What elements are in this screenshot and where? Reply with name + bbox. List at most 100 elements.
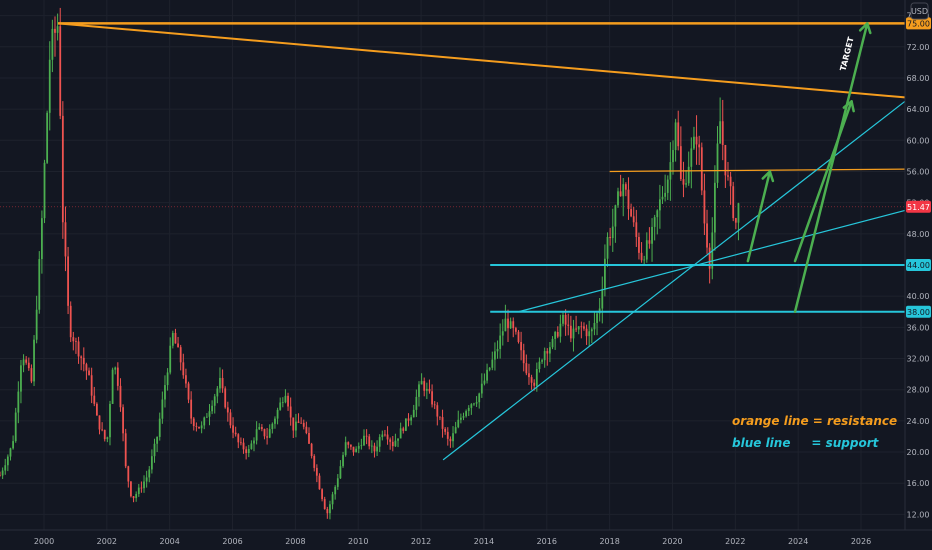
candle-body <box>145 477 148 482</box>
y-tick-label: 56.00 <box>907 167 930 176</box>
candle-body <box>514 328 517 332</box>
grid <box>0 0 905 530</box>
candle-body <box>391 441 394 447</box>
candle-body <box>326 509 329 514</box>
candle-body <box>297 421 300 423</box>
currency-label: USD <box>911 7 928 16</box>
x-tick-label: 2010 <box>348 537 368 546</box>
x-tick-label: 2022 <box>725 537 745 546</box>
candle-body <box>724 145 727 176</box>
candle-body <box>77 341 80 357</box>
candle-body <box>638 236 640 253</box>
candle-body <box>229 412 232 426</box>
candle-body <box>177 343 179 348</box>
candle-body <box>240 442 242 444</box>
candle-body <box>132 496 135 499</box>
arrow-shaft <box>746 170 772 263</box>
candle-body <box>376 446 378 452</box>
candle-body <box>473 403 475 405</box>
candle-body <box>593 322 596 330</box>
candle-body <box>653 217 656 227</box>
currency-badge[interactable]: USD <box>910 2 929 20</box>
time-axis[interactable]: 2000 2002 2004 2006 2008 2010 2012 2014 2016 2018… <box>34 537 871 546</box>
candle-body <box>281 402 284 404</box>
horizontal-resistance-56[interactable] <box>609 168 906 173</box>
candle-body <box>446 431 449 439</box>
candle-body <box>441 417 444 429</box>
candle-body <box>674 122 677 151</box>
candle-body <box>580 326 583 328</box>
candle-body <box>127 466 130 482</box>
candle-body <box>329 504 331 514</box>
candle-body <box>480 383 483 394</box>
price-tags: 75.00 51.47 44.00 38.00 <box>906 17 931 318</box>
candle-body <box>221 377 224 389</box>
price-tag-bg <box>906 17 931 30</box>
descending-resistance[interactable] <box>58 22 906 99</box>
candle-body <box>656 210 659 218</box>
candle-body <box>577 326 580 330</box>
x-tick-label: 2002 <box>97 537 117 546</box>
candle-body <box>640 252 643 261</box>
candle-body <box>478 393 481 403</box>
candle-body <box>80 356 83 358</box>
candle-body <box>182 362 185 376</box>
candle-body <box>200 425 203 429</box>
candle-body <box>148 469 151 478</box>
candle-body <box>682 179 685 185</box>
candle-body <box>276 409 279 419</box>
rising-trendline-steep[interactable] <box>442 100 906 461</box>
candle-body <box>30 368 33 382</box>
candle-body <box>415 396 418 410</box>
candle-body <box>185 375 187 384</box>
candle-body <box>559 323 562 337</box>
y-tick-label: 60.00 <box>907 136 930 145</box>
orange-line-note: orange line = resistance <box>732 414 897 428</box>
candle-body <box>538 361 541 370</box>
candle-body <box>721 121 724 146</box>
candle-body <box>732 186 735 219</box>
trendlines[interactable] <box>58 22 906 461</box>
candle-body <box>693 136 695 149</box>
candle-body <box>305 426 308 434</box>
candle-body <box>35 309 38 340</box>
candle-body <box>407 418 410 421</box>
candle-body <box>666 179 669 193</box>
x-tick-label: 2016 <box>537 537 557 546</box>
candle-body <box>459 417 462 420</box>
candle-body <box>611 226 614 239</box>
candle-body <box>124 433 127 467</box>
candle-body <box>9 448 12 457</box>
candle-body <box>54 28 56 33</box>
candle-body <box>336 478 339 487</box>
candle-body <box>137 487 140 495</box>
candle-body <box>436 405 439 417</box>
candle-body <box>156 436 159 444</box>
candle-body <box>562 314 564 324</box>
candle-body <box>410 417 413 421</box>
candle-body <box>501 331 504 336</box>
candle-body <box>75 341 77 343</box>
candle-body <box>51 28 54 60</box>
price-tag-label: 44.00 <box>907 261 930 270</box>
candle-body <box>289 406 292 418</box>
y-tick-label: 12.00 <box>907 510 930 519</box>
candle-body <box>504 318 507 332</box>
candle-body <box>88 370 90 376</box>
candle-body <box>370 445 373 447</box>
candle-body <box>242 442 245 450</box>
candle-body <box>143 481 145 489</box>
candle-body <box>494 351 496 360</box>
candle-body <box>247 449 250 453</box>
candle-body <box>685 183 687 185</box>
candle-body <box>627 189 630 210</box>
candle-body <box>572 328 575 339</box>
candle-body <box>331 494 334 505</box>
rising-trendline-shallow[interactable] <box>518 209 906 313</box>
candle-body <box>420 381 423 385</box>
candle-body <box>1 470 4 476</box>
candle-body <box>271 423 274 430</box>
candle-body <box>339 466 342 479</box>
